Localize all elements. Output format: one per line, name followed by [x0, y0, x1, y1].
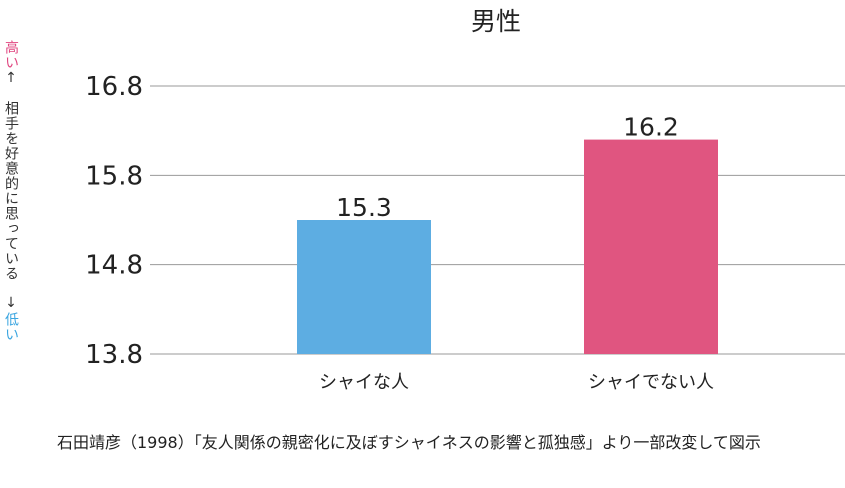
- y-tick-label: 16.8: [85, 72, 143, 102]
- up-arrow-icon: ↑: [3, 70, 19, 87]
- y-axis-label: 高い↑ 相手を好意的に思っている ↓低い: [1, 40, 21, 342]
- bars: [297, 139, 718, 354]
- y-tick-label: 13.8: [85, 340, 143, 370]
- bar: [297, 220, 431, 354]
- y-axis-ticks: 13.8 14.8 15.8 16.8: [85, 72, 143, 370]
- y-axis-title: 相手を好意的に思っている: [3, 101, 19, 281]
- source-note: 石田靖彦（1998）「友人関係の親密化に及ぼすシャイネスの影響と孤独感」より一部…: [57, 433, 761, 452]
- y-tick-label: 15.8: [85, 161, 143, 191]
- x-axis-categories: シャイな人 シャイでない人: [319, 372, 714, 393]
- y-axis-low-label: 低い: [3, 312, 19, 342]
- down-arrow-icon: ↓: [3, 295, 19, 312]
- data-labels: 15.3 16.2: [336, 113, 679, 222]
- chart-title: 男性: [471, 7, 521, 36]
- bar: [584, 139, 718, 354]
- x-category-label: シャイでない人: [588, 372, 714, 393]
- y-tick-label: 14.8: [85, 251, 143, 281]
- y-axis-high-label: 高い: [3, 40, 19, 70]
- gridlines: [150, 85, 845, 355]
- data-label: 15.3: [336, 193, 392, 222]
- x-category-label: シャイな人: [319, 372, 409, 393]
- data-label: 16.2: [623, 113, 679, 142]
